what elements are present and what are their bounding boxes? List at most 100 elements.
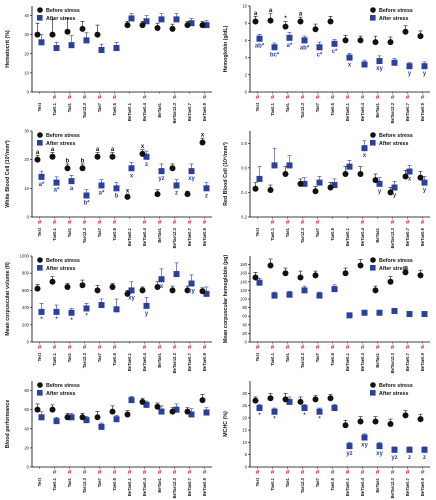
group-letter-before: a [269, 8, 273, 14]
legend-after-label: After stress [379, 141, 408, 147]
x-tick-label: Tae0.5 [330, 227, 335, 240]
x-tick-label: Tae0.5 [330, 352, 335, 365]
group-letter-after: a* [54, 188, 60, 194]
significance-hash: # [256, 344, 260, 351]
legend-after-marker [370, 15, 376, 21]
x-tick-label: BeTae0.9 [420, 477, 425, 496]
legend-before-marker [37, 257, 43, 263]
x-tick-label: BeTae0.9 [420, 352, 425, 371]
significance-hash: # [143, 469, 147, 476]
x-tick-label: BeTae0.1 [345, 477, 350, 496]
after-stress-point [128, 397, 135, 404]
group-letter-after: * [273, 417, 276, 423]
x-tick-label: BeTae1 [157, 477, 162, 492]
after-stress-point [406, 63, 413, 70]
group-letter-after: xy [376, 66, 383, 72]
after-stress-point [271, 408, 278, 415]
y-tick-label: 15 [242, 428, 247, 433]
significance-hash: # [406, 94, 410, 101]
x-tick-label: Tae0.5 [112, 102, 117, 115]
x-tick-label: Tae1 [285, 227, 290, 237]
significance-hash: # [158, 219, 162, 226]
significance-hash: # [68, 94, 72, 101]
significance-hash: # [128, 469, 132, 476]
group-letter-after: xy [188, 289, 195, 295]
group-letter-after: * [318, 417, 321, 423]
significance-hash: # [301, 344, 305, 351]
after-stress-point [98, 423, 105, 430]
after-stress-point [128, 287, 135, 294]
x-tick-label: Tae7 [315, 102, 320, 112]
after-stress-point [286, 398, 293, 405]
legend-before-label: Before stress [46, 258, 80, 264]
x-tick-label: BeTae0.9 [202, 352, 207, 371]
group-letter-before: a [36, 150, 40, 156]
x-tick-label: Tae0.5 [112, 352, 117, 365]
x-tick-label: BeTae1 [375, 352, 380, 367]
significance-hash: # [331, 469, 335, 476]
y-axis-label: White Blood Cell (10³/mm³) [5, 140, 11, 208]
y-tick-label: 40 [242, 322, 247, 327]
after-stress-point [98, 46, 105, 53]
x-tick-label: BeTae0.9 [202, 477, 207, 496]
significance-hash: # [113, 344, 117, 351]
before-stress-point [139, 150, 146, 157]
after-stress-point [53, 418, 60, 425]
after-stress-point [316, 44, 323, 51]
after-stress-point [83, 192, 90, 199]
y-tick-label: 120 [240, 288, 248, 293]
x-tick-label: Tae12.3 [82, 352, 87, 368]
y-axis-label: Mean corpuscular hemoglobin (pg) [223, 255, 229, 344]
significance-hash: # [188, 344, 192, 351]
significance-hash: # [361, 94, 365, 101]
before-stress-point [312, 188, 319, 195]
after-stress-point [83, 305, 90, 312]
before-stress-point [342, 171, 349, 177]
y-axis-label: Red Blood Cell (10⁶/mm³) [223, 142, 229, 206]
before-stress-point [124, 290, 131, 297]
x-tick-label: Tae0.1 [52, 102, 57, 115]
legend-after-marker [370, 265, 376, 271]
before-stress-point [139, 287, 146, 294]
y-tick-label: 180 [240, 262, 248, 267]
before-stress-point [357, 171, 364, 177]
after-stress-point [158, 276, 165, 283]
before-stress-point [124, 22, 131, 29]
before-stress-point [79, 165, 86, 172]
significance-hash: # [271, 469, 275, 476]
y-tick-label: 200 [22, 322, 30, 327]
significance-hash: # [316, 219, 320, 226]
significance-hash: # [271, 219, 275, 226]
before-stress-point [139, 399, 146, 406]
x-tick-label: Tae1 [285, 477, 290, 487]
after-stress-point [271, 162, 278, 169]
significance-hash: # [286, 344, 290, 351]
legend-after-marker [370, 140, 376, 146]
before-stress-point [154, 283, 161, 290]
after-stress-point [98, 302, 105, 309]
group-letter-after: c* [317, 52, 323, 58]
after-stress-point [173, 16, 180, 23]
legend-before-marker [370, 257, 376, 263]
after-stress-point [301, 180, 308, 187]
x-tick-label: BeTae0.7 [405, 477, 410, 496]
y-tick-label: 25 [242, 403, 247, 408]
after-stress-point [346, 163, 353, 170]
significance-hash: # [376, 344, 380, 351]
before-stress-point [312, 26, 319, 33]
group-letter-after: ab* [300, 45, 310, 51]
y-tick-label: 20 [24, 51, 29, 56]
significance-hash: # [301, 219, 305, 226]
before-stress-point [402, 412, 409, 419]
group-letter-after: * [303, 413, 306, 419]
before-stress-point [417, 174, 424, 181]
group-letter-after: ab* [255, 44, 265, 50]
group-letter-after: a* [39, 182, 45, 188]
x-tick-label: Test [255, 477, 260, 486]
group-letter-after: y [393, 193, 397, 199]
before-stress-point [34, 406, 41, 413]
y-tick-label: 0 [27, 215, 30, 220]
before-stress-point [372, 39, 379, 46]
y-tick-label: 160 [240, 271, 248, 276]
legend-before-label: Before stress [379, 383, 413, 389]
